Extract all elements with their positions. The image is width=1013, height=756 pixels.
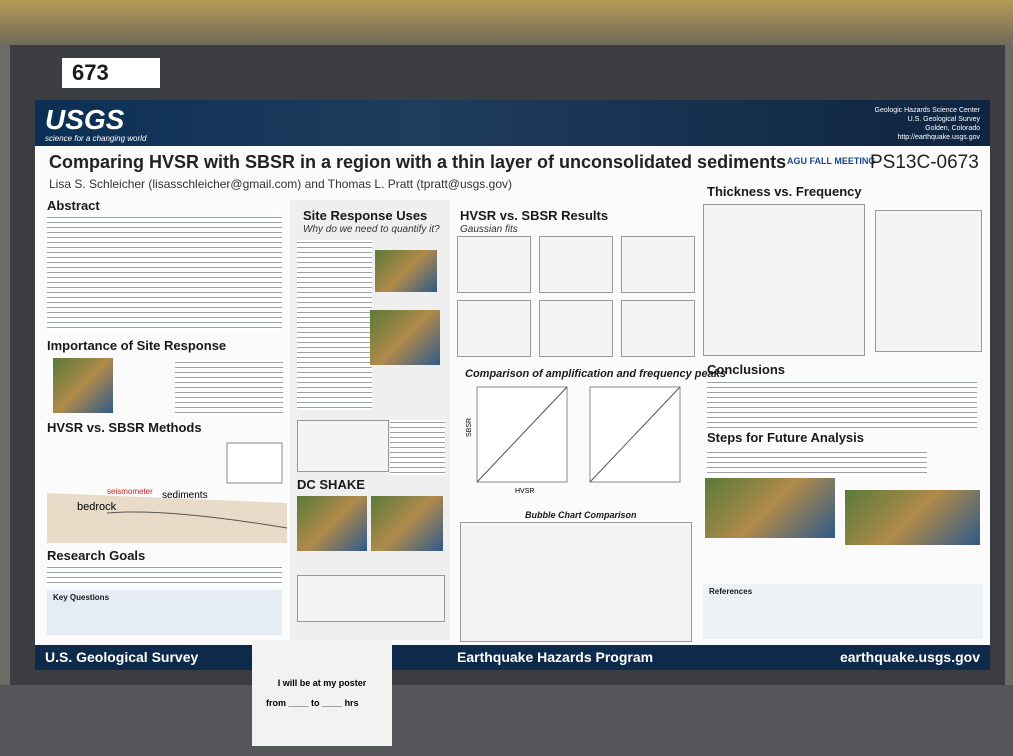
figure: [297, 575, 445, 622]
authors: Lisa S. Schleicher (lisasschleicher@gmai…: [49, 177, 512, 191]
methods-diagram: seismometer sediments bedrock: [47, 438, 287, 543]
section-heading: Importance of Site Response: [47, 338, 226, 353]
inset-plot: [227, 443, 282, 483]
figure: [457, 236, 531, 293]
figure: [621, 300, 695, 357]
figure: [621, 236, 695, 293]
title: Comparing HVSR with SBSR in a region wit…: [49, 152, 786, 173]
figure: [375, 250, 437, 292]
text-block: [175, 360, 283, 415]
figure: [539, 236, 613, 293]
photo: 673 USGS science for a changing world Ge…: [0, 0, 1013, 756]
logo: USGS: [45, 104, 124, 136]
label: bedrock: [77, 501, 117, 513]
box-heading: References: [709, 587, 752, 596]
subheading: Why do we need to quantify it?: [303, 224, 440, 235]
subheading: Gaussian fits: [460, 224, 518, 235]
text-block: [707, 380, 977, 430]
map: [845, 490, 980, 545]
floor: [0, 685, 1013, 756]
section-heading: Conclusions: [707, 362, 785, 377]
org-line: Geologic Hazards Science Center: [875, 106, 980, 115]
box-heading: Key Questions: [53, 593, 109, 602]
section-heading: Thickness vs. Frequency: [707, 184, 862, 199]
key-questions-box: Key Questions: [47, 590, 282, 635]
figure: [53, 358, 113, 413]
section-heading: Site Response Uses: [303, 208, 427, 223]
poster: USGS science for a changing world Geolog…: [35, 100, 990, 670]
figure: [875, 210, 982, 352]
org-line: Golden, Colorado: [875, 124, 980, 133]
figure: [297, 496, 367, 551]
meeting: AGU FALL MEETING: [787, 156, 875, 166]
sign-word: hrs: [345, 698, 359, 708]
label: seismometer: [107, 487, 153, 496]
booth-number: 673: [62, 58, 160, 88]
section-heading: Research Goals: [47, 548, 145, 563]
text-block: [47, 215, 282, 330]
section-heading: HVSR vs. SBSR Results: [460, 208, 608, 223]
text-block: [47, 565, 282, 587]
figure: [457, 300, 531, 357]
text-block: [390, 420, 445, 475]
section-heading: Bubble Chart Comparison: [525, 510, 637, 520]
figure: [539, 300, 613, 357]
sign-text: I will be at my poster: [252, 678, 392, 688]
footer-text: U.S. Geological Survey: [45, 649, 198, 665]
sign-word: to: [311, 698, 320, 708]
figure: [370, 310, 440, 365]
figure: [460, 522, 692, 642]
section-heading: Abstract: [47, 198, 100, 213]
label: sediments: [162, 490, 208, 501]
ceiling: [0, 0, 1013, 45]
figure: [371, 496, 443, 551]
section-heading: Steps for Future Analysis: [707, 430, 864, 445]
references-box: References: [703, 584, 983, 639]
poster-id: PS13C-0673: [870, 152, 979, 174]
axis-label: SBSR: [466, 418, 473, 437]
text-block: [707, 450, 927, 476]
footer-text: Earthquake Hazards Program: [457, 649, 653, 665]
text-block: [297, 240, 372, 410]
sign: I will be at my poster from ____ to ____…: [252, 640, 392, 746]
figure: [703, 204, 865, 356]
tagline: science for a changing world: [45, 134, 146, 143]
header-band: [35, 100, 990, 146]
comparison-plots: SBSR HVSR: [465, 382, 685, 497]
footer-text: earthquake.usgs.gov: [840, 649, 980, 665]
section-heading: HVSR vs. SBSR Methods: [47, 420, 202, 435]
org-line: U.S. Geological Survey: [875, 115, 980, 124]
section-heading: DC SHAKE: [297, 477, 365, 492]
sign-text: from ____ to ____ hrs: [266, 698, 359, 708]
sign-word: from: [266, 698, 286, 708]
org-line: http://earthquake.usgs.gov: [875, 133, 980, 142]
figure: [297, 420, 389, 472]
map: [705, 478, 835, 538]
section-heading: Comparison of amplification and frequenc…: [465, 368, 726, 380]
axis-label: HVSR: [515, 488, 534, 495]
